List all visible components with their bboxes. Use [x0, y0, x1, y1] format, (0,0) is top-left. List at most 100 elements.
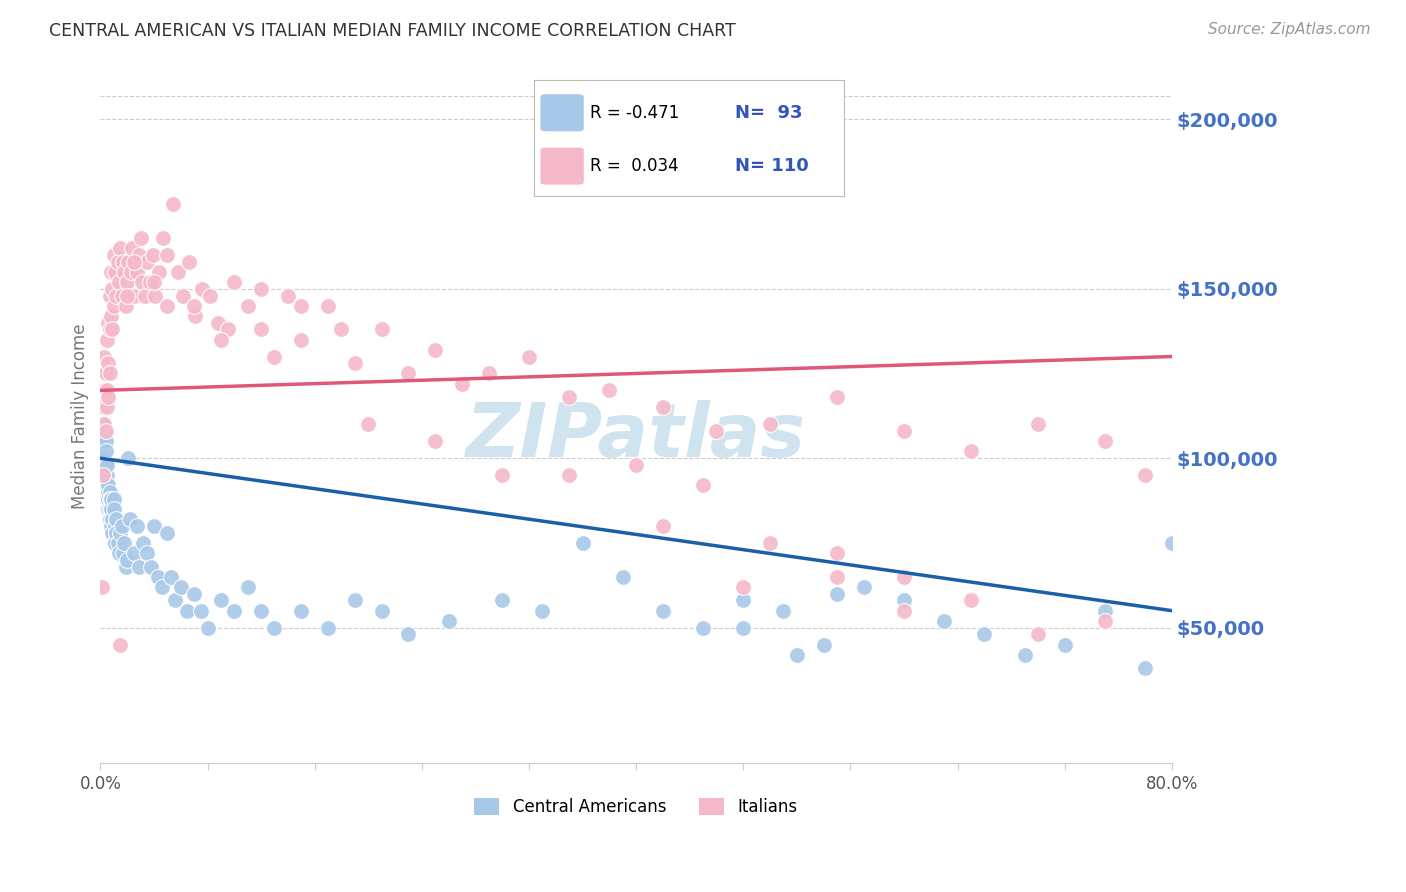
- Point: [118, 288, 141, 302]
- Point: [97, 485, 120, 500]
- Point: [478, 367, 501, 381]
- Point: [104, 265, 127, 279]
- Point: [224, 604, 246, 618]
- Point: [104, 519, 127, 533]
- Point: [100, 265, 122, 279]
- Point: [101, 322, 124, 336]
- Point: [893, 424, 915, 438]
- Point: [142, 248, 165, 262]
- Point: [117, 451, 139, 466]
- Point: [91, 468, 114, 483]
- Point: [117, 254, 139, 268]
- Point: [425, 343, 447, 357]
- Point: [94, 478, 117, 492]
- Point: [93, 451, 115, 466]
- Point: [209, 333, 232, 347]
- Point: [825, 390, 848, 404]
- Point: [517, 350, 540, 364]
- Point: [98, 485, 121, 500]
- Point: [96, 384, 118, 398]
- Point: [146, 570, 169, 584]
- Point: [1014, 648, 1036, 662]
- Point: [1094, 434, 1116, 449]
- Point: [105, 288, 128, 302]
- Point: [651, 604, 673, 618]
- Point: [105, 512, 128, 526]
- Point: [176, 604, 198, 618]
- Point: [136, 254, 159, 268]
- Point: [370, 604, 392, 618]
- Point: [97, 356, 120, 370]
- Point: [893, 570, 915, 584]
- Point: [103, 536, 125, 550]
- Point: [141, 559, 163, 574]
- Point: [197, 621, 219, 635]
- Point: [1161, 536, 1184, 550]
- Point: [128, 248, 150, 262]
- Point: [91, 401, 114, 415]
- Point: [129, 231, 152, 245]
- Point: [142, 519, 165, 533]
- Point: [93, 384, 115, 398]
- Point: [121, 241, 143, 255]
- Point: [93, 424, 115, 438]
- Point: [93, 350, 115, 364]
- Point: [692, 621, 714, 635]
- Point: [120, 265, 142, 279]
- Point: [94, 444, 117, 458]
- Point: [96, 478, 118, 492]
- Point: [451, 376, 474, 391]
- Point: [290, 604, 312, 618]
- Point: [343, 356, 366, 370]
- Point: [115, 553, 138, 567]
- Point: [733, 593, 755, 607]
- Point: [250, 322, 273, 336]
- Point: [813, 638, 835, 652]
- FancyBboxPatch shape: [540, 147, 583, 185]
- Point: [825, 546, 848, 560]
- Point: [136, 546, 159, 560]
- Point: [112, 546, 135, 560]
- Point: [143, 288, 166, 302]
- Point: [101, 512, 124, 526]
- Point: [110, 638, 132, 652]
- Point: [112, 254, 135, 268]
- Point: [263, 621, 285, 635]
- Point: [692, 478, 714, 492]
- Point: [733, 580, 755, 594]
- Point: [357, 417, 380, 432]
- Point: [934, 614, 956, 628]
- Point: [893, 604, 915, 618]
- Point: [98, 367, 121, 381]
- Point: [190, 604, 212, 618]
- Point: [150, 580, 173, 594]
- Point: [250, 604, 273, 618]
- Point: [1133, 468, 1156, 483]
- Point: [290, 299, 312, 313]
- Point: [108, 546, 131, 560]
- Point: [598, 384, 620, 398]
- Point: [98, 502, 121, 516]
- Point: [177, 254, 200, 268]
- Point: [96, 468, 118, 483]
- Point: [114, 536, 136, 550]
- Point: [115, 275, 138, 289]
- Point: [165, 593, 187, 607]
- Point: [624, 458, 647, 472]
- Point: [110, 525, 132, 540]
- Point: [97, 390, 120, 404]
- Point: [134, 288, 156, 302]
- Point: [132, 536, 155, 550]
- Text: N= 110: N= 110: [735, 157, 808, 175]
- Text: R = -0.471: R = -0.471: [591, 103, 679, 121]
- Point: [1094, 614, 1116, 628]
- Text: N=  93: N= 93: [735, 103, 803, 121]
- Point: [786, 648, 808, 662]
- Point: [852, 580, 875, 594]
- Point: [160, 570, 183, 584]
- Point: [93, 468, 115, 483]
- Text: R =  0.034: R = 0.034: [591, 157, 679, 175]
- Point: [152, 231, 174, 245]
- Point: [96, 333, 118, 347]
- Point: [90, 401, 112, 415]
